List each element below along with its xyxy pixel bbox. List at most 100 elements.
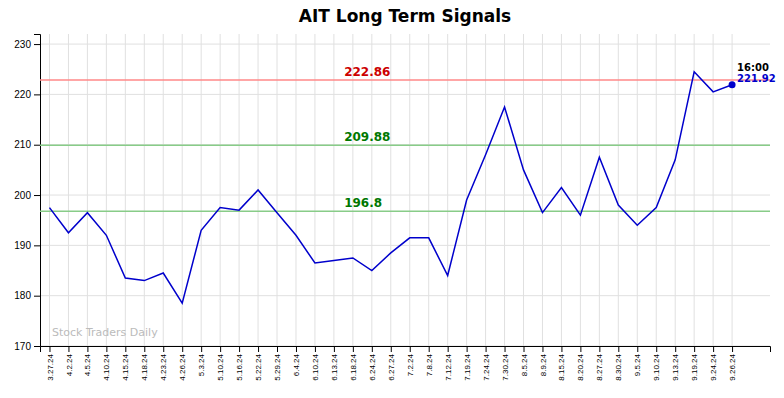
x-tick-label: 9.10.24: [652, 353, 661, 380]
x-tick-mark: [182, 346, 183, 352]
x-tick-label: 3.27.24: [46, 353, 55, 380]
grid-line-x: [125, 34, 126, 346]
x-tick-label: 4.2.24: [65, 353, 74, 376]
y-tick-label: 220: [14, 89, 31, 100]
grid-line-x: [656, 34, 657, 346]
x-tick-mark: [391, 346, 392, 352]
x-tick-label: 5.3.24: [197, 353, 206, 376]
x-tick-label: 5.29.24: [273, 353, 282, 380]
x-tick: 4.2.24: [65, 346, 74, 376]
x-tick-label: 9.5.24: [633, 353, 642, 376]
x-tick-label: 7.12.24: [444, 353, 453, 380]
grid-line-x: [618, 34, 619, 346]
labels: 222.86209.88196.816:00221.92Stock Trader…: [52, 62, 776, 339]
grid-line-x: [637, 34, 638, 346]
x-tick-label: 6.13.24: [330, 353, 339, 380]
y-tick-mark: [34, 245, 40, 246]
grid-line-x: [87, 34, 88, 346]
grid-line-x: [295, 34, 296, 346]
x-tick-label: 7.24.24: [482, 353, 491, 380]
x-tick-label: 6.10.24: [311, 353, 320, 380]
x-tick-mark: [429, 346, 430, 352]
x-tick-mark: [220, 346, 221, 352]
x-tick-mark: [372, 346, 373, 352]
x-tick-mark: [334, 346, 335, 352]
x-tick-label: 4.10.24: [102, 353, 111, 380]
x-tick-mark: [486, 346, 487, 352]
x-tick: 9.19.24: [690, 346, 699, 381]
x-tick-mark: [448, 346, 449, 352]
x-tick: 9.10.24: [652, 346, 661, 381]
end-dot: [729, 81, 736, 88]
grid-line-y: [40, 94, 770, 95]
x-tick: 8.15.24: [557, 346, 566, 381]
x-tick-label: 8.27.24: [595, 353, 604, 380]
grid-line-x: [314, 34, 315, 346]
x-tick: 9.13.24: [671, 346, 680, 381]
x-tick-mark: [353, 346, 354, 352]
grid-line-x: [523, 34, 524, 346]
grid-line-y: [40, 144, 770, 145]
grid-line-x: [68, 34, 69, 346]
x-tick-mark: [656, 346, 657, 352]
x-tick-label: 8.20.24: [576, 353, 585, 380]
x-tick-label: 6.27.24: [387, 353, 396, 380]
x-tick-mark: [675, 346, 676, 352]
x-tick-label: 9.24.24: [709, 353, 718, 380]
grid-line-x: [694, 34, 695, 346]
x-tick: 6.4.24: [292, 346, 301, 376]
y-tick-label: 230: [14, 39, 31, 50]
x-tick: 9.26.24: [728, 346, 737, 381]
chart: 1701801902002102202303.27.244.2.244.5.24…: [0, 0, 784, 398]
x-tick-mark: [637, 346, 638, 352]
x-tick: 4.26.24: [178, 346, 187, 381]
y-tick-mark: [34, 44, 40, 45]
grid-line-x: [371, 34, 372, 346]
x-axis-line: [41, 347, 771, 353]
grid-line-x: [713, 34, 714, 346]
watermark: Stock Traders Daily: [52, 326, 158, 339]
x-tick-label: 5.16.24: [235, 353, 244, 380]
y-tick-label: 200: [14, 190, 31, 201]
x-tick: 4.5.24: [83, 346, 92, 376]
grid-line-x: [447, 34, 448, 346]
y-tick-mark: [34, 94, 40, 95]
x-tick: 5.16.24: [235, 346, 244, 381]
plot-area: [40, 72, 770, 303]
grid-line-x: [220, 34, 221, 346]
grid-line-x: [409, 34, 410, 346]
x-tick-label: 4.26.24: [178, 353, 187, 380]
y-tick-label: 190: [14, 240, 31, 251]
x-tick: 8.27.24: [595, 346, 604, 381]
grid-line-y: [40, 245, 770, 246]
x-tick: 5.3.24: [197, 346, 206, 376]
grid: [40, 34, 770, 346]
x-tick-mark: [277, 346, 278, 352]
grid-line-x: [504, 34, 505, 346]
y-axis: 170180190200210220230: [14, 35, 40, 352]
grid-line-x: [201, 34, 202, 346]
grid-line-x: [675, 34, 676, 346]
x-tick-label: 9.19.24: [690, 353, 699, 380]
x-tick-mark: [561, 346, 562, 352]
x-tick: 7.30.24: [501, 346, 510, 381]
grid-line-x: [49, 34, 50, 346]
y-tick-mark: [34, 346, 40, 347]
x-tick: 7.19.24: [463, 346, 472, 381]
grid-line-x: [485, 34, 486, 346]
y-tick: 220: [14, 89, 40, 100]
x-tick-label: 4.15.24: [121, 353, 130, 380]
x-tick: 5.29.24: [273, 346, 282, 381]
x-tick: 5.10.24: [216, 346, 225, 381]
x-tick: 6.13.24: [330, 346, 339, 381]
grid-line-x: [239, 34, 240, 346]
x-tick: 6.27.24: [387, 346, 396, 381]
x-tick: 8.5.24: [520, 346, 529, 376]
x-tick: 4.15.24: [121, 346, 130, 381]
x-tick-label: 7.2.24: [406, 353, 415, 376]
x-tick: 7.24.24: [482, 346, 491, 381]
x-tick-label: 5.10.24: [216, 353, 225, 380]
x-tick: 3.27.24: [46, 346, 55, 381]
x-tick-mark: [296, 346, 297, 352]
reference-label: 196.8: [344, 196, 382, 210]
